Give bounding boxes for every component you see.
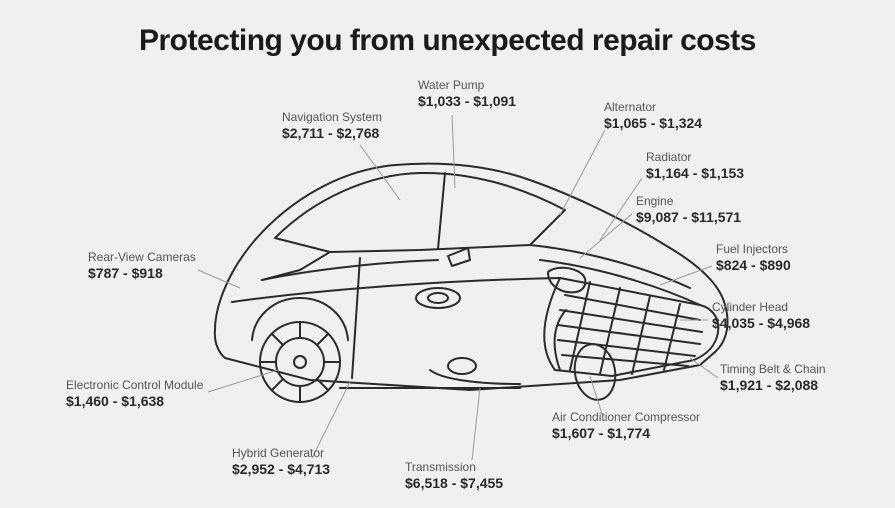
part-price: $1,607 - $1,774	[552, 424, 700, 443]
callout-cylinder-head: Cylinder Head $4,035 - $4,968	[712, 300, 810, 333]
part-name: Navigation System	[282, 110, 382, 124]
callout-air-conditioner: Air Conditioner Compressor $1,607 - $1,7…	[552, 410, 700, 443]
part-name: Electronic Control Module	[66, 378, 203, 392]
part-price: $1,460 - $1,638	[66, 392, 203, 411]
diagram-stage: Water Pump $1,033 - $1,091 Navigation Sy…	[0, 70, 895, 508]
callout-hybrid: Hybrid Generator $2,952 - $4,713	[232, 446, 330, 479]
callout-navigation: Navigation System $2,711 - $2,768	[282, 110, 382, 143]
part-price: $824 - $890	[716, 256, 791, 275]
part-name: Cylinder Head	[712, 300, 810, 314]
part-price: $2,711 - $2,768	[282, 124, 382, 143]
part-price: $9,087 - $11,571	[636, 208, 741, 227]
part-price: $787 - $918	[88, 264, 196, 283]
callout-transmission: Transmission $6,518 - $7,455	[405, 460, 503, 493]
part-name: Hybrid Generator	[232, 446, 330, 460]
callout-radiator: Radiator $1,164 - $1,153	[646, 150, 744, 183]
part-name: Fuel Injectors	[716, 242, 791, 256]
part-name: Rear-View Cameras	[88, 250, 196, 264]
part-name: Alternator	[604, 100, 702, 114]
part-price: $1,065 - $1,324	[604, 114, 702, 133]
part-price: $1,164 - $1,153	[646, 164, 744, 183]
part-price: $1,921 - $2,088	[720, 376, 826, 395]
part-price: $1,033 - $1,091	[418, 92, 516, 111]
part-price: $4,035 - $4,968	[712, 314, 810, 333]
part-name: Transmission	[405, 460, 503, 474]
callout-ecm: Electronic Control Module $1,460 - $1,63…	[66, 378, 203, 411]
car-illustration	[0, 70, 895, 508]
part-price: $6,518 - $7,455	[405, 474, 503, 493]
callout-engine: Engine $9,087 - $11,571	[636, 194, 741, 227]
callout-alternator: Alternator $1,065 - $1,324	[604, 100, 702, 133]
part-name: Timing Belt & Chain	[720, 362, 826, 376]
callout-fuel-injectors: Fuel Injectors $824 - $890	[716, 242, 791, 275]
part-name: Air Conditioner Compressor	[552, 410, 700, 424]
part-price: $2,952 - $4,713	[232, 460, 330, 479]
callout-water-pump: Water Pump $1,033 - $1,091	[418, 78, 516, 111]
page-title: Protecting you from unexpected repair co…	[0, 0, 895, 58]
part-name: Water Pump	[418, 78, 516, 92]
part-name: Radiator	[646, 150, 744, 164]
part-name: Engine	[636, 194, 741, 208]
callout-timing: Timing Belt & Chain $1,921 - $2,088	[720, 362, 826, 395]
callout-rear-view-cameras: Rear-View Cameras $787 - $918	[88, 250, 196, 283]
